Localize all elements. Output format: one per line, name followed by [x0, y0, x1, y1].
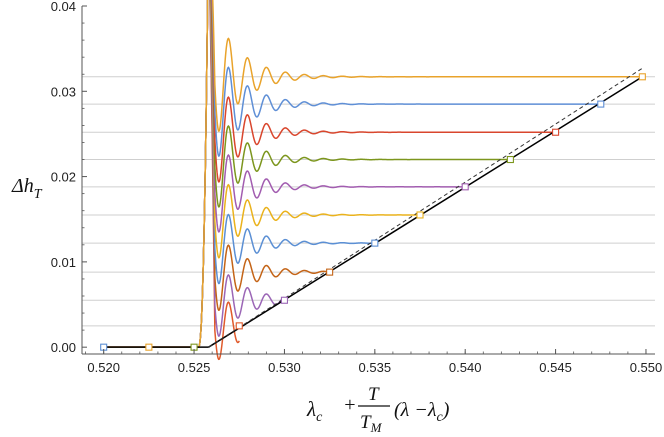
x-title-prefix: λc: [306, 397, 323, 425]
y-axis-title-sub: T: [34, 187, 43, 202]
end-marker-9: [638, 73, 646, 81]
series-5: [103, 0, 465, 348]
tick-labels: 0.520 0.525 0.530 0.535 0.540 0.545 0.550 0.00 0…: [51, 0, 663, 375]
end-marker-3: [371, 239, 379, 247]
end-marker-1: [280, 296, 288, 304]
end-marker-4: [416, 211, 424, 219]
end-marker-5: [461, 183, 469, 191]
plateau-gridlines: [82, 76, 655, 327]
x-tick-label-0: 0.520: [87, 360, 120, 375]
x-axis-title: λc + T TM (λ −λc): [306, 384, 450, 435]
y-axis-title: ΔhT: [11, 175, 43, 202]
axes: [81, 5, 655, 355]
series-9: [103, 0, 643, 348]
end-marker-8: [597, 100, 605, 108]
reference-lines: [103, 67, 643, 348]
x-tick-label-5: 0.545: [539, 360, 572, 375]
series-0: [103, 0, 240, 361]
x-tick-label-3: 0.535: [359, 360, 392, 375]
series-8: [103, 0, 601, 348]
end-marker-0: [235, 322, 243, 330]
y-tick-label-0: 0.00: [51, 340, 76, 355]
y-tick-label-4: 0.04: [51, 0, 76, 14]
y-axis-title-main: Δh: [11, 175, 34, 197]
x-title-paren: (λ −λc): [394, 399, 450, 425]
series-1: [103, 0, 285, 348]
x-title-frac-num: T: [368, 384, 380, 405]
dashed-reference-line: [208, 67, 643, 348]
series-4: [103, 0, 420, 348]
marker-layer: [100, 73, 646, 351]
y-tick-label-2: 0.02: [51, 170, 76, 185]
series-3: [103, 0, 375, 348]
y-tick-label-1: 0.01: [51, 255, 76, 270]
x-tick-label-2: 0.530: [268, 360, 301, 375]
x-title-plus: +: [343, 394, 357, 416]
x-tick-label-6: 0.550: [630, 360, 663, 375]
series-layer: [103, 0, 643, 361]
baseline-marker-1: [145, 343, 153, 351]
series-6: [103, 0, 511, 348]
end-marker-6: [506, 155, 514, 164]
end-marker-7: [552, 128, 560, 136]
x-tick-label-4: 0.540: [449, 360, 482, 375]
x-tick-label-1: 0.525: [178, 360, 211, 375]
solid-reference-line: [208, 76, 643, 348]
x-title-frac-den: TM: [360, 412, 383, 435]
y-tick-label-3: 0.03: [51, 84, 76, 99]
end-marker-2: [326, 268, 334, 276]
